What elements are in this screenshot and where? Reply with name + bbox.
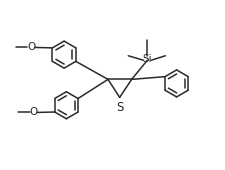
Text: Si: Si (143, 54, 152, 64)
Text: O: O (27, 42, 35, 52)
Text: S: S (117, 101, 124, 114)
Text: O: O (29, 107, 37, 117)
